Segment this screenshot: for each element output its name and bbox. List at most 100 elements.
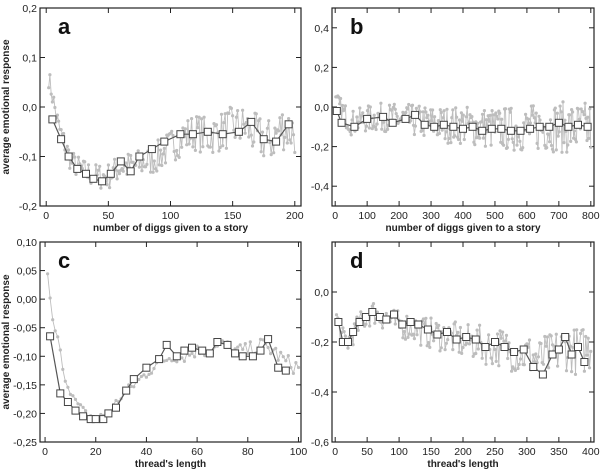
raw-point: [236, 345, 240, 349]
raw-point: [472, 140, 476, 144]
raw-point: [549, 334, 553, 338]
raw-point: [487, 333, 491, 337]
raw-point: [392, 102, 396, 106]
raw-point: [496, 117, 500, 121]
raw-point: [281, 355, 285, 359]
raw-point: [406, 335, 410, 339]
binned-point: [580, 358, 589, 366]
binned-point: [433, 330, 442, 339]
binned-point: [91, 415, 100, 424]
raw-point: [497, 364, 501, 368]
binned-point: [104, 409, 113, 418]
raw-point: [72, 151, 76, 156]
x-axis-title: number of diggs given to a story: [93, 223, 248, 234]
raw-point: [83, 160, 87, 164]
raw-point: [441, 116, 445, 120]
raw-point: [108, 186, 112, 190]
raw-point: [539, 341, 543, 346]
panel-a: 0 50 100 150 200 -0,2 -0,1 0,0 0,1 0,2 a number of …: [1, 3, 304, 234]
x-tick-label: 50: [361, 446, 373, 458]
raw-point: [96, 168, 100, 172]
y-tick-label: 0,2: [314, 62, 329, 74]
y-tick-label: 0,0: [314, 287, 329, 299]
raw-point: [149, 371, 154, 375]
raw-point: [517, 362, 521, 367]
x-tick-label: 250: [486, 446, 504, 458]
raw-point: [162, 359, 166, 363]
y-tick-label: 0,00: [17, 294, 38, 306]
raw-point: [165, 358, 169, 362]
raw-point: [494, 359, 498, 363]
binned-point: [337, 118, 346, 127]
raw-point: [440, 128, 444, 132]
raw-point: [518, 357, 523, 361]
raw-point: [373, 321, 377, 325]
raw-point: [489, 143, 493, 147]
raw-point: [549, 143, 554, 148]
raw-point: [460, 351, 464, 355]
raw-point: [438, 349, 442, 353]
raw-point: [186, 119, 190, 123]
panel-d: 0 50 100 150 200 250 300 350 400 -0,6 -0,4 -0,2 0,0 d…: [311, 241, 600, 470]
raw-point: [132, 385, 136, 389]
raw-point: [423, 322, 427, 326]
raw-point: [545, 146, 549, 150]
raw-point: [222, 121, 226, 125]
raw-point: [500, 117, 504, 121]
raw-point: [541, 130, 545, 134]
raw-point: [562, 141, 566, 145]
y-tick-label: 0,05: [17, 266, 38, 278]
raw-point: [214, 123, 219, 127]
raw-point: [501, 330, 505, 334]
x-tick-label: 400: [582, 446, 600, 458]
y-axis-title: average emotional response: [1, 274, 12, 409]
binned-point: [388, 118, 397, 127]
x-tick-label: 50: [103, 210, 115, 222]
raw-point: [183, 127, 187, 131]
raw-point: [373, 125, 377, 129]
raw-point: [76, 402, 80, 406]
raw-point: [200, 117, 204, 121]
raw-point: [262, 154, 266, 158]
raw-point: [252, 140, 256, 144]
raw-point: [223, 112, 227, 116]
raw-point: [363, 129, 368, 133]
raw-point: [425, 344, 429, 348]
binned-point: [334, 318, 343, 326]
raw-point: [386, 127, 390, 131]
binned-point: [462, 333, 471, 341]
raw-point: [423, 106, 427, 110]
raw-point: [471, 354, 475, 358]
raw-point: [428, 345, 432, 349]
raw-point: [258, 117, 262, 121]
raw-point: [172, 149, 176, 154]
binned-point: [574, 120, 582, 129]
x-tick-label: 100: [390, 446, 408, 458]
y-tick-label: -0,10: [13, 351, 37, 363]
raw-point: [71, 394, 75, 398]
binned-point: [172, 352, 181, 361]
raw-point: [457, 350, 461, 354]
raw-point: [406, 107, 410, 111]
raw-point: [571, 345, 575, 350]
binned-point: [545, 122, 554, 131]
raw-point: [426, 113, 430, 117]
binned-point: [439, 120, 448, 129]
raw-point: [527, 132, 532, 136]
binned-point: [248, 352, 257, 361]
raw-point: [547, 132, 551, 137]
raw-point: [582, 113, 586, 117]
raw-point: [555, 111, 559, 115]
raw-point: [508, 110, 512, 114]
raw-point: [543, 143, 547, 147]
binned-point: [332, 107, 341, 115]
binned-point: [116, 157, 125, 166]
raw-point: [137, 377, 141, 382]
binned-point: [390, 310, 398, 319]
raw-point: [565, 150, 569, 154]
binned-point: [420, 120, 429, 129]
raw-point: [241, 108, 245, 112]
binned-point: [129, 375, 138, 384]
raw-point: [566, 143, 570, 147]
raw-point: [419, 343, 423, 347]
